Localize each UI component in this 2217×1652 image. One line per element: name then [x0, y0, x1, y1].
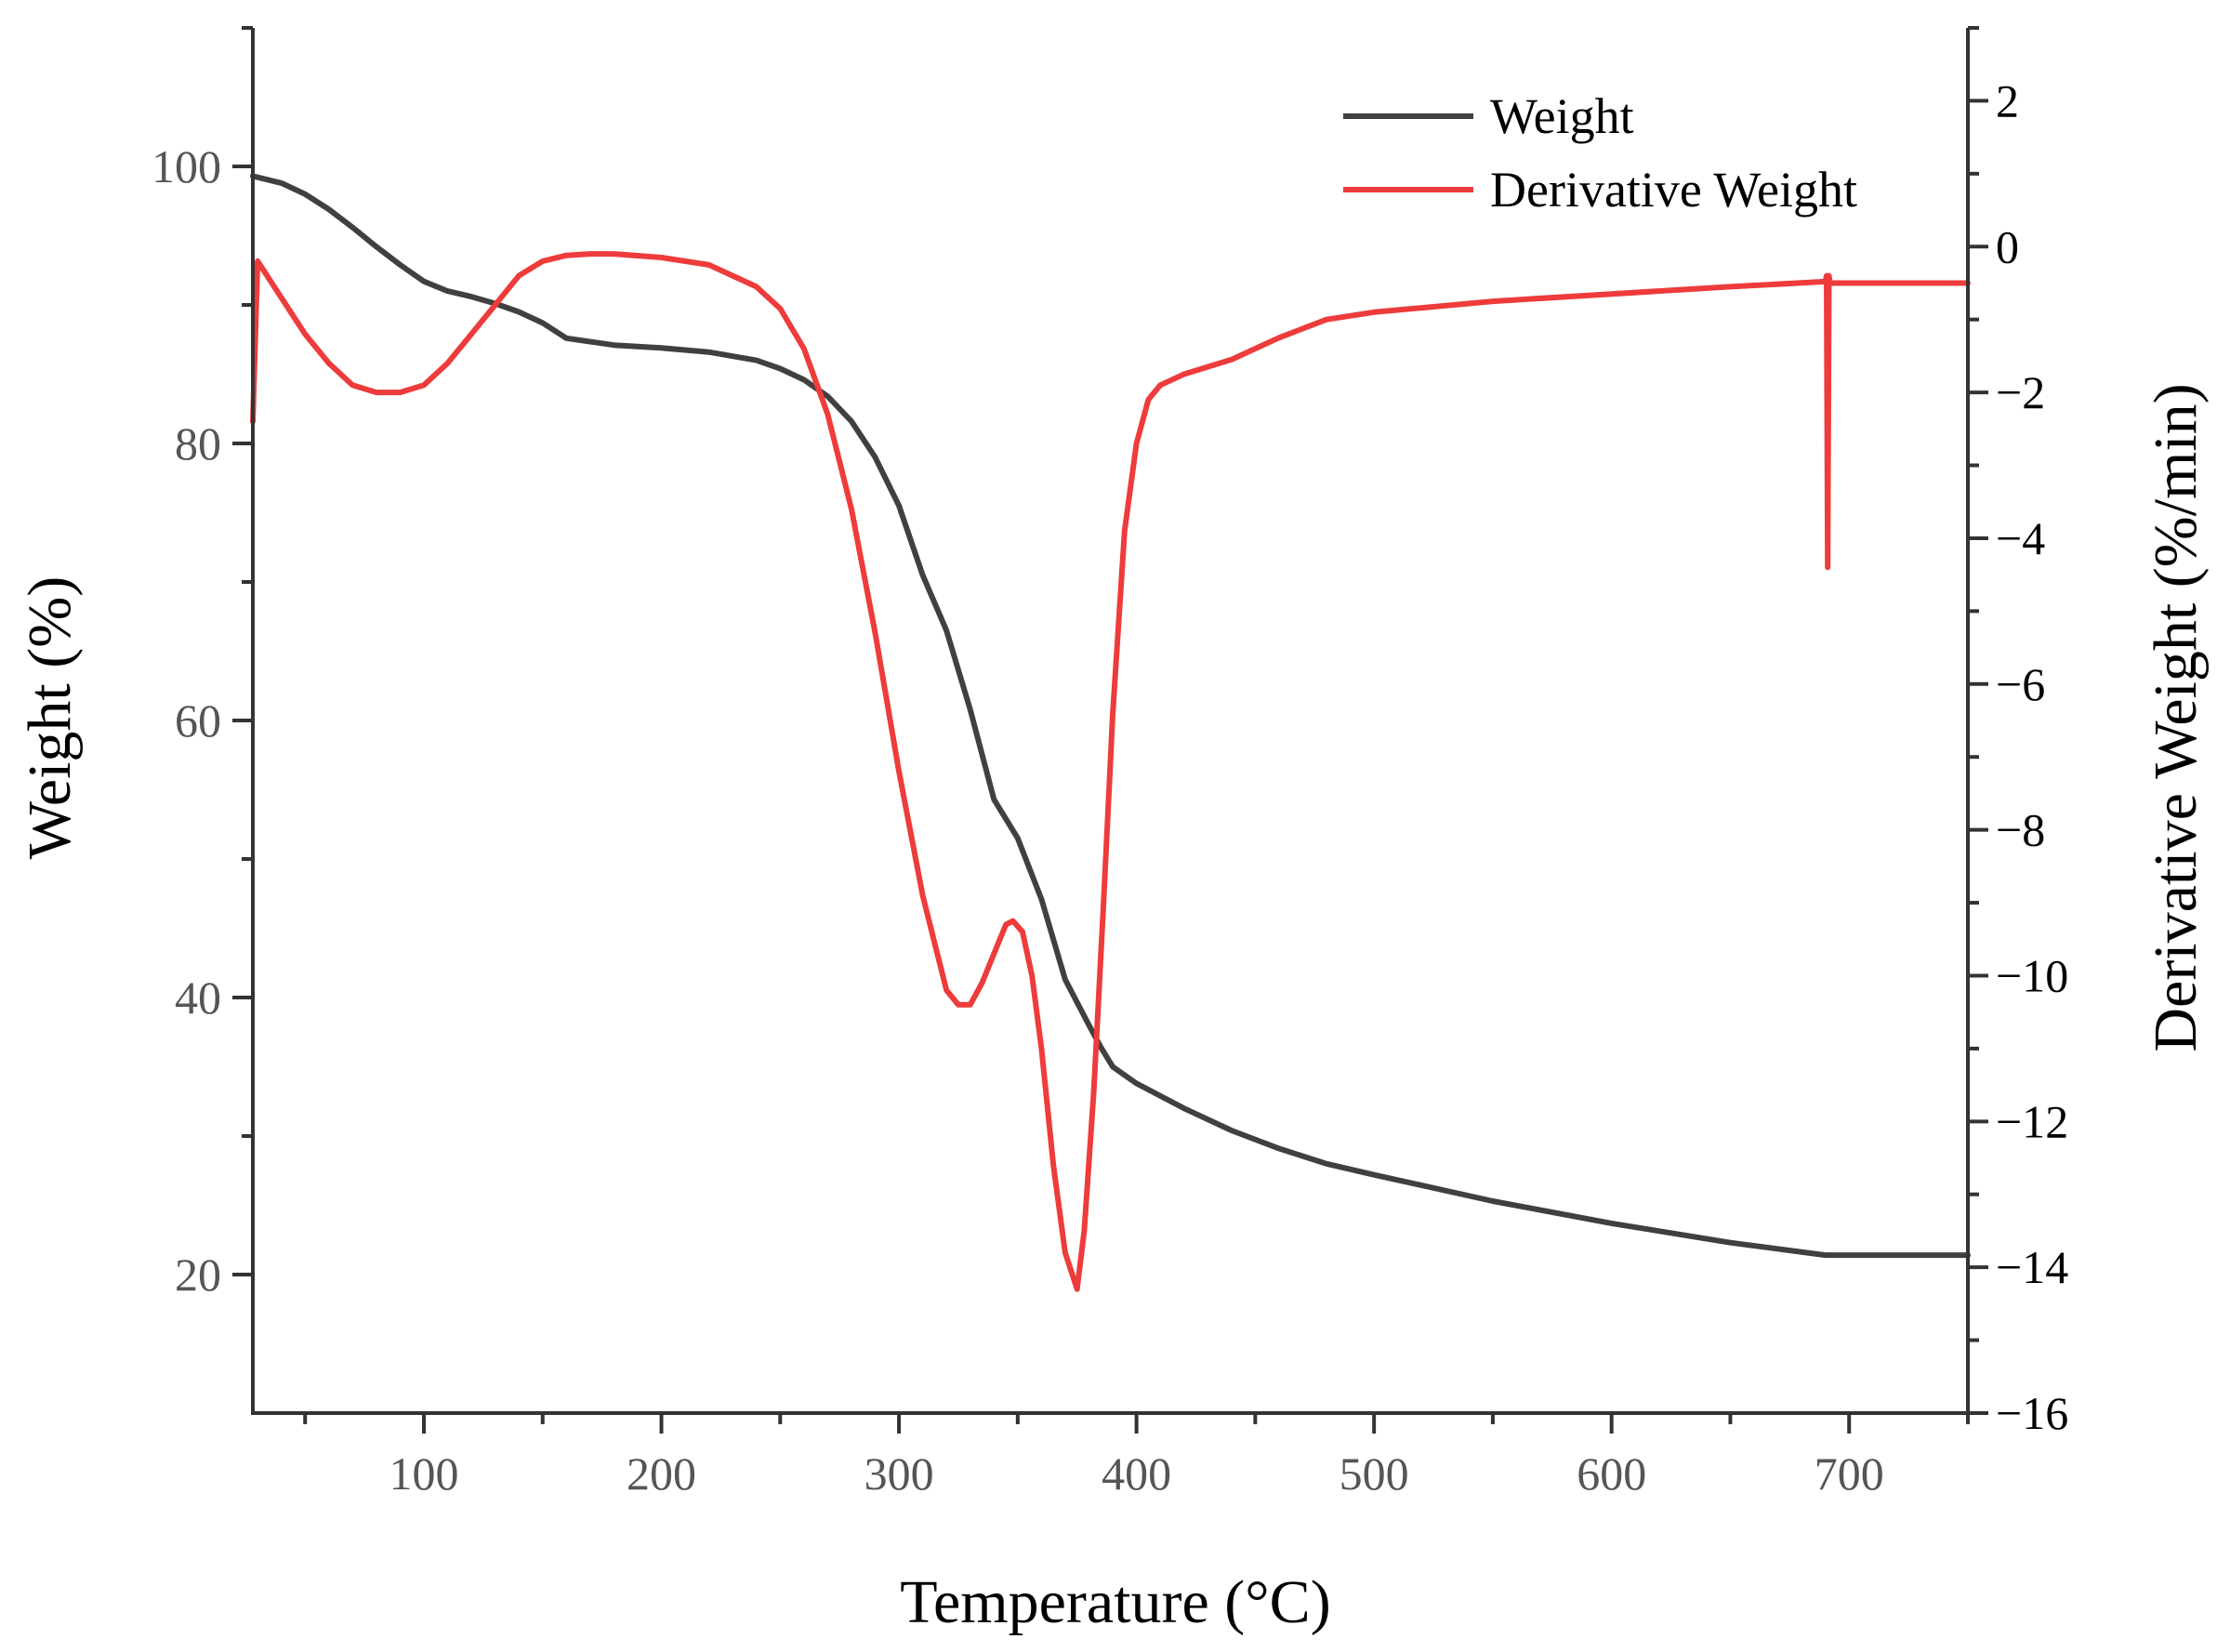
y-axis-right-title: Derivative Weight (%/min): [2142, 383, 2210, 1051]
x-axis: 100 200 300 400 500 600 700: [251, 1411, 1970, 1500]
x-tick-label: 200: [627, 1447, 696, 1500]
y-right-tick-label: −6: [1996, 658, 2045, 710]
y-right-tick-label: −4: [1996, 512, 2045, 564]
series-line-weight: [250, 173, 1971, 1259]
legend-weight-label: Weight: [1490, 88, 1634, 144]
y-right-tick-label: −16: [1996, 1387, 2068, 1439]
x-tick-label: 700: [1815, 1447, 1884, 1500]
x-tick-label: 300: [864, 1447, 934, 1500]
series-line-derivative-weight: [250, 251, 1971, 1292]
y-axis-right: −16 −14 −12 −10 −8 −6 −4 −2 0 2: [1966, 26, 2068, 1439]
x-tick-label: 400: [1102, 1447, 1171, 1500]
y-axis-left: 20 40 60 80 100: [152, 26, 255, 1413]
y-left-tick-label: 20: [175, 1249, 221, 1301]
legend-derivative-label: Derivative Weight: [1490, 162, 1857, 218]
y-axis-left-title: Weight (%): [16, 576, 84, 859]
y-right-tick-label: −14: [1996, 1241, 2068, 1293]
y-right-tick-label: −2: [1996, 366, 2045, 418]
y-left-tick-label: 80: [175, 417, 221, 469]
x-tick-label: 100: [389, 1447, 458, 1500]
y-right-tick-label: −10: [1996, 949, 2068, 1001]
y-right-tick-label: 2: [1996, 74, 2019, 126]
y-left-tick-label: 100: [152, 140, 221, 192]
y-right-tick-label: 0: [1996, 220, 2019, 272]
legend: Weight Derivative Weight: [1343, 88, 1857, 218]
y-right-tick-label: −8: [1996, 804, 2045, 856]
y-left-tick-label: 60: [175, 694, 221, 747]
x-axis-title: Temperature (°C): [900, 1568, 1330, 1636]
x-tick-label: 600: [1577, 1447, 1646, 1500]
y-left-tick-label: 40: [175, 971, 221, 1024]
y-right-tick-label: −12: [1996, 1095, 2068, 1147]
plot-area: [250, 173, 1971, 1292]
x-tick-label: 500: [1339, 1447, 1409, 1500]
